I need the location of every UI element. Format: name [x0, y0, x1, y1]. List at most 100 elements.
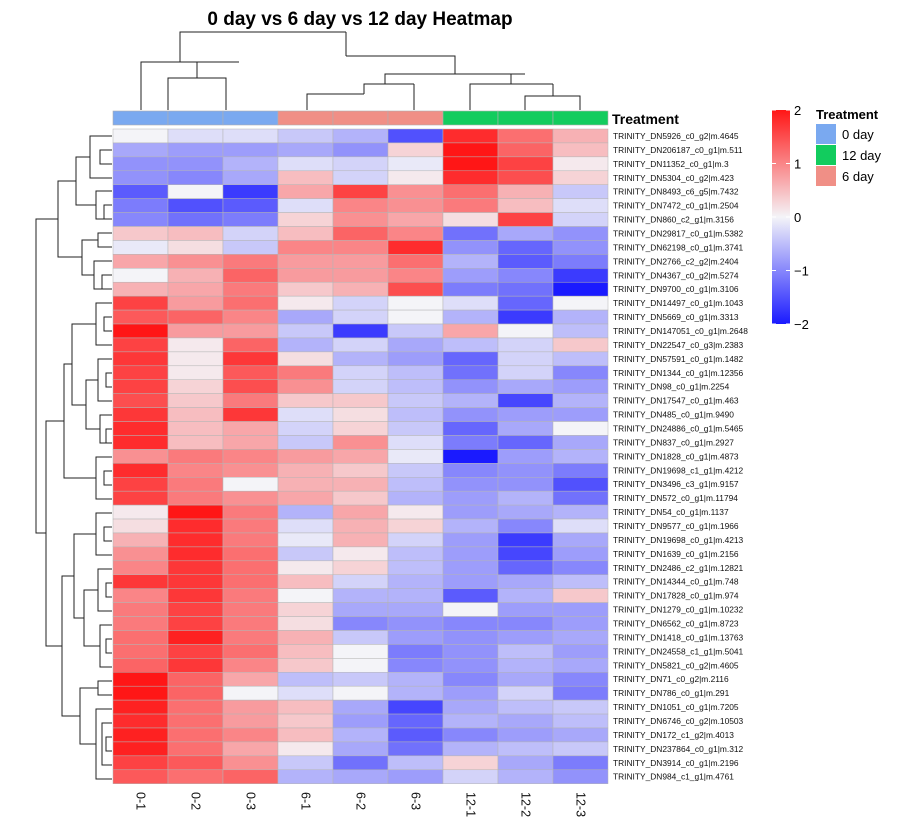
heatmap-cell-r33-c8: [552, 588, 609, 603]
column-label: 0-3: [244, 792, 258, 810]
heatmap-cell-r21-c2: [222, 421, 279, 436]
heatmap-cell-r45-c2: [222, 755, 279, 771]
heatmap-cell-r3-c4: [332, 170, 389, 185]
heatmap-cell-r45-c5: [387, 755, 444, 771]
heatmap-cell-r46-c3: [277, 769, 334, 784]
heatmap-cell-r5-c1: [167, 198, 224, 213]
row-label: TRINITY_DN6562_c0_g1|m.8723: [613, 619, 739, 629]
heatmap-cell-r0-c2: [222, 128, 279, 144]
colorbar-tick-label: 0: [794, 210, 801, 225]
heatmap-cell-r24-c6: [442, 463, 499, 478]
annotation-cell-0-2: [167, 110, 224, 126]
heatmap-cell-r19-c6: [442, 393, 499, 408]
heatmap-cell-r19-c1: [167, 393, 224, 408]
heatmap-cell-r13-c5: [387, 309, 444, 325]
heatmap-cell-r18-c1: [167, 379, 224, 394]
heatmap-cell-r25-c3: [277, 477, 334, 492]
heatmap-cell-r9-c3: [277, 254, 334, 269]
heatmap-cell-r46-c5: [387, 769, 444, 784]
heatmap-cell-r2-c1: [167, 156, 224, 172]
row-label: TRINITY_DN485_c0_g1|m.9490: [613, 410, 734, 420]
heatmap-cell-r43-c3: [277, 727, 334, 743]
heatmap-cell-r0-c3: [277, 128, 334, 144]
heatmap-cell-r38-c1: [167, 658, 224, 673]
heatmap-cell-r40-c0: [112, 685, 169, 701]
heatmap-cell-r45-c7: [497, 755, 554, 771]
row-label: TRINITY_DN572_c0_g1|m.11794: [613, 493, 738, 503]
row-label: TRINITY_DN11352_c0_g1|m.3: [613, 159, 729, 169]
heatmap-cell-r34-c1: [167, 602, 224, 617]
heatmap-cell-r36-c1: [167, 630, 224, 645]
heatmap-cell-r23-c7: [497, 449, 554, 464]
heatmap-cell-r39-c5: [387, 672, 444, 687]
row-label: TRINITY_DN71_c0_g2|m.2116: [613, 674, 729, 684]
heatmap-cell-r37-c4: [332, 644, 389, 659]
row-label: TRINITY_DN24886_c0_g1|m.5465: [613, 423, 744, 433]
heatmap-cell-r40-c2: [222, 685, 279, 701]
heatmap-cell-r15-c7: [497, 337, 554, 353]
column-label: 6-1: [299, 792, 313, 810]
heatmap-cell-r37-c6: [442, 644, 499, 659]
heatmap-cell-r19-c8: [552, 393, 609, 408]
heatmap-cell-r22-c8: [552, 435, 609, 450]
column-label: 6-3: [409, 792, 423, 810]
heatmap-cell-r22-c3: [277, 435, 334, 450]
heatmap-cell-r20-c4: [332, 407, 389, 422]
heatmap-cell-r45-c6: [442, 755, 499, 771]
row-label: TRINITY_DN19698_c1_g1|m.4212: [613, 465, 744, 475]
heatmap-cell-r43-c6: [442, 727, 499, 743]
heatmap-cell-r3-c6: [442, 170, 499, 185]
heatmap-cell-r32-c0: [112, 574, 169, 589]
heatmap-cell-r29-c0: [112, 532, 169, 548]
heatmap-cell-r23-c6: [442, 449, 499, 464]
heatmap-cell-r34-c3: [277, 602, 334, 617]
heatmap-cell-r9-c7: [497, 254, 554, 269]
heatmap-cell-r14-c4: [332, 323, 389, 339]
heatmap-cell-r25-c8: [552, 477, 609, 492]
heatmap-cell-r34-c4: [332, 602, 389, 617]
heatmap-cell-r0-c4: [332, 128, 389, 144]
legend-title: Treatment: [816, 107, 879, 122]
heatmap-cell-r22-c7: [497, 435, 554, 450]
heatmap-cell-r1-c4: [332, 142, 389, 158]
heatmap-cell-r5-c8: [552, 198, 609, 213]
heatmap-cell-r35-c0: [112, 616, 169, 631]
heatmap-cell-r21-c5: [387, 421, 444, 436]
heatmap-cell-r0-c0: [112, 128, 169, 144]
heatmap-cell-r9-c4: [332, 254, 389, 269]
heatmap-cell-r41-c7: [497, 699, 554, 715]
heatmap-cell-r9-c1: [167, 254, 224, 269]
heatmap-cell-r9-c0: [112, 254, 169, 269]
heatmap-cell-r12-c7: [497, 295, 554, 311]
chart-title: 0 day vs 6 day vs 12 day Heatmap: [207, 9, 512, 30]
row-label: TRINITY_DN786_c0_g1|m.291: [613, 688, 730, 698]
heatmap-cell-r36-c3: [277, 630, 334, 645]
heatmap-cell-r17-c3: [277, 365, 334, 380]
heatmap-cell-r31-c3: [277, 560, 334, 576]
heatmap-cell-r11-c0: [112, 281, 169, 297]
heatmap-cell-r4-c0: [112, 184, 169, 199]
heatmap-cell-r24-c7: [497, 463, 554, 478]
row-label: TRINITY_DN62198_c0_g1|m.3741: [613, 242, 744, 252]
heatmap-cell-r4-c3: [277, 184, 334, 199]
heatmap-cell-r44-c5: [387, 741, 444, 757]
heatmap-cell-r28-c1: [167, 518, 224, 534]
heatmap-cell-r12-c8: [552, 295, 609, 311]
heatmap-cell-r24-c3: [277, 463, 334, 478]
heatmap-cell-r20-c5: [387, 407, 444, 422]
heatmap-cell-r29-c3: [277, 532, 334, 548]
heatmap-cell-r5-c4: [332, 198, 389, 213]
heatmap-cell-r14-c7: [497, 323, 554, 339]
heatmap-cell-r43-c5: [387, 727, 444, 743]
treatment-legend: 0 day 12 day 6 day: [816, 124, 882, 186]
heatmap-cell-r34-c5: [387, 602, 444, 617]
heatmap-cell-r15-c6: [442, 337, 499, 353]
heatmap-cell-r1-c7: [497, 142, 554, 158]
column-label: 6-2: [354, 792, 368, 810]
heatmap-cell-r4-c7: [497, 184, 554, 199]
heatmap-cell-r6-c4: [332, 212, 389, 227]
heatmap-cell-r25-c0: [112, 477, 169, 492]
heatmap-cell-r5-c7: [497, 198, 554, 213]
row-label: TRINITY_DN1639_c0_g1|m.2156: [613, 549, 739, 559]
heatmap-cell-r16-c1: [167, 351, 224, 367]
